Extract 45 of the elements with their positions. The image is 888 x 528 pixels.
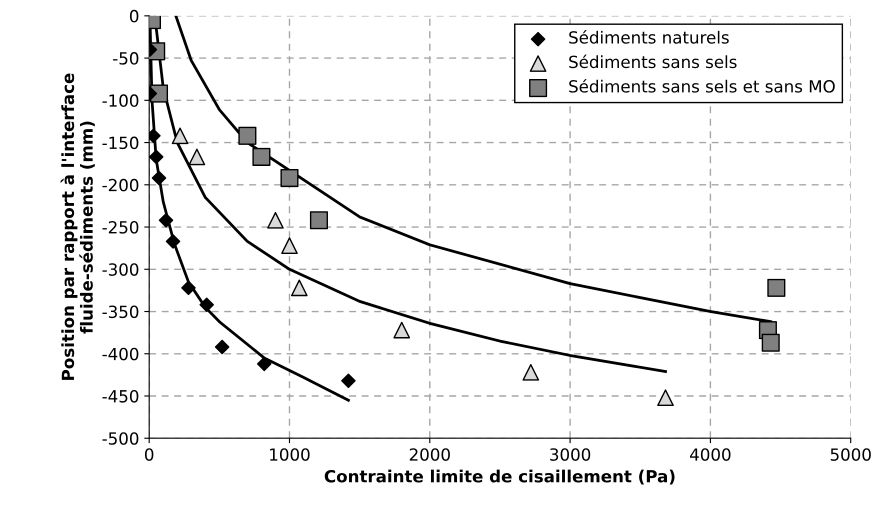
point [252,148,270,166]
y-tick-label: -500 [102,432,138,445]
point [256,356,272,372]
x-tick-label: 4000 [690,448,730,461]
point [199,297,214,312]
point [267,212,284,229]
point [310,211,328,230]
y-tick-label: -200 [102,178,138,192]
legend-label: Sédiments sans sels [569,54,737,68]
y-tick-label: -450 [102,390,138,403]
point [767,278,786,297]
point [238,126,256,145]
point [172,127,188,144]
x-tick-label: 3000 [550,448,590,461]
point [181,280,196,296]
x-tick-label: 2000 [410,448,450,461]
x-axis-title: Contrainte limite de cisaillement (Pa) [324,470,675,485]
y-tick-label: -350 [102,305,138,318]
x-tick-label: 1000 [270,448,310,461]
y-tick-label: -250 [102,221,138,234]
point [214,340,230,354]
y-tick-label: -150 [102,136,138,150]
point [280,169,299,188]
point [166,234,180,249]
point [290,280,308,296]
y-tick-label: -300 [102,263,138,276]
legend-label: Sédiments sans sels et sans MO [569,79,835,93]
y-tick-label: -100 [102,94,138,107]
point [281,237,298,254]
point [393,322,410,338]
point [152,170,166,186]
point [158,213,174,228]
point [657,389,674,406]
y-tick-label: -400 [102,348,138,360]
legend-label: Sédiments naturels [569,30,729,44]
point [522,364,540,381]
y-axis-title: Position par rapport à l'interface fluide-sédiments (mm) [60,74,95,380]
x-tick-label: 0 [144,448,154,461]
point [149,150,164,164]
y-tick-label: -50 [113,52,138,65]
point [188,148,206,166]
point [341,374,356,388]
y-tick-label: 0 [130,10,138,22]
x-tick-label: 5000 [830,448,871,461]
point [762,334,780,352]
